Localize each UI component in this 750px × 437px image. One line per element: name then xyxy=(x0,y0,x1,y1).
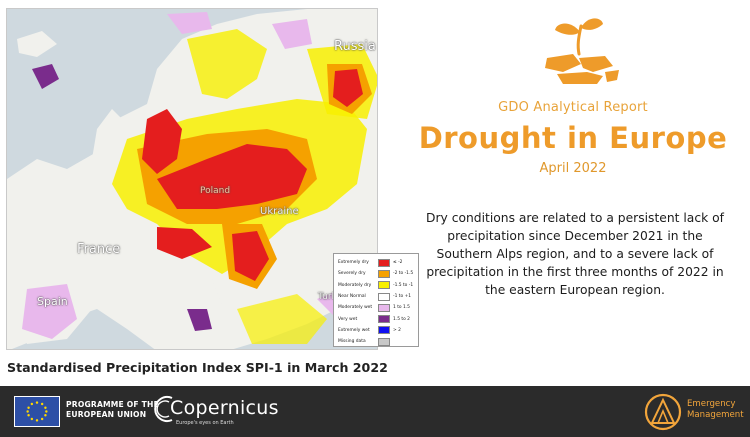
label-russia: Russia xyxy=(334,39,376,54)
report-title: Drought in Europe xyxy=(418,121,728,155)
copernicus-logo-icon xyxy=(154,396,173,422)
legend-swatch xyxy=(378,258,390,267)
legend-swatch xyxy=(378,292,390,301)
legend-row: Extremely dry ≤ -2 xyxy=(338,258,403,267)
map-caption: Standardised Precipitation Index SPI-1 i… xyxy=(7,360,388,375)
legend-swatch xyxy=(378,269,390,278)
copernicus-tagline: Europe's eyes on Earth xyxy=(176,420,234,426)
report-summary: Dry conditions are related to a persiste… xyxy=(426,211,724,297)
label-ukraine: Ukraine xyxy=(260,206,299,217)
legend-row: Near Normal -1 to +1 xyxy=(338,292,412,301)
report-subtitle: GDO Analytical Report xyxy=(498,100,648,115)
label-turkey: Turkey xyxy=(318,292,347,302)
europe-map-graphic xyxy=(7,9,377,349)
legend-swatch xyxy=(378,326,390,335)
drought-plant-logo-icon xyxy=(545,18,619,84)
label-france: France xyxy=(77,242,121,257)
eu-flag-icon xyxy=(14,396,60,427)
legend-row: Missing data xyxy=(338,336,415,347)
legend-row: Moderately dry -1.5 to -1 xyxy=(338,281,414,290)
legend-row: Moderately wet 1 to 1.5 xyxy=(338,303,410,312)
emergency-management-text: Emergency Management xyxy=(687,399,744,420)
legend-swatch xyxy=(378,281,390,290)
legend-row: Very wet 1.5 to 2 xyxy=(338,315,410,324)
label-spain: Spain xyxy=(37,295,68,308)
label-poland: Poland xyxy=(200,186,231,196)
emergency-management-logo-icon xyxy=(644,393,682,431)
legend-row: Extremely wet > 2 xyxy=(338,326,401,335)
legend-swatch xyxy=(378,303,390,312)
legend-swatch xyxy=(378,315,390,324)
map-legend: Extremely dry ≤ -2 Severely dry -2 to -1… xyxy=(333,253,419,347)
footer-bar: PROGRAMME OF THE EUROPEAN UNION Copernic… xyxy=(0,386,750,437)
legend-row: Severely dry -2 to -1.5 xyxy=(338,269,414,278)
legend-swatch xyxy=(378,337,390,346)
report-date: April 2022 xyxy=(539,161,607,176)
copernicus-name: Copernicus xyxy=(170,397,279,419)
spi-map: Russia Poland Ukraine France Spain Turke… xyxy=(6,8,378,350)
eu-programme-text: PROGRAMME OF THE EUROPEAN UNION xyxy=(66,400,159,419)
